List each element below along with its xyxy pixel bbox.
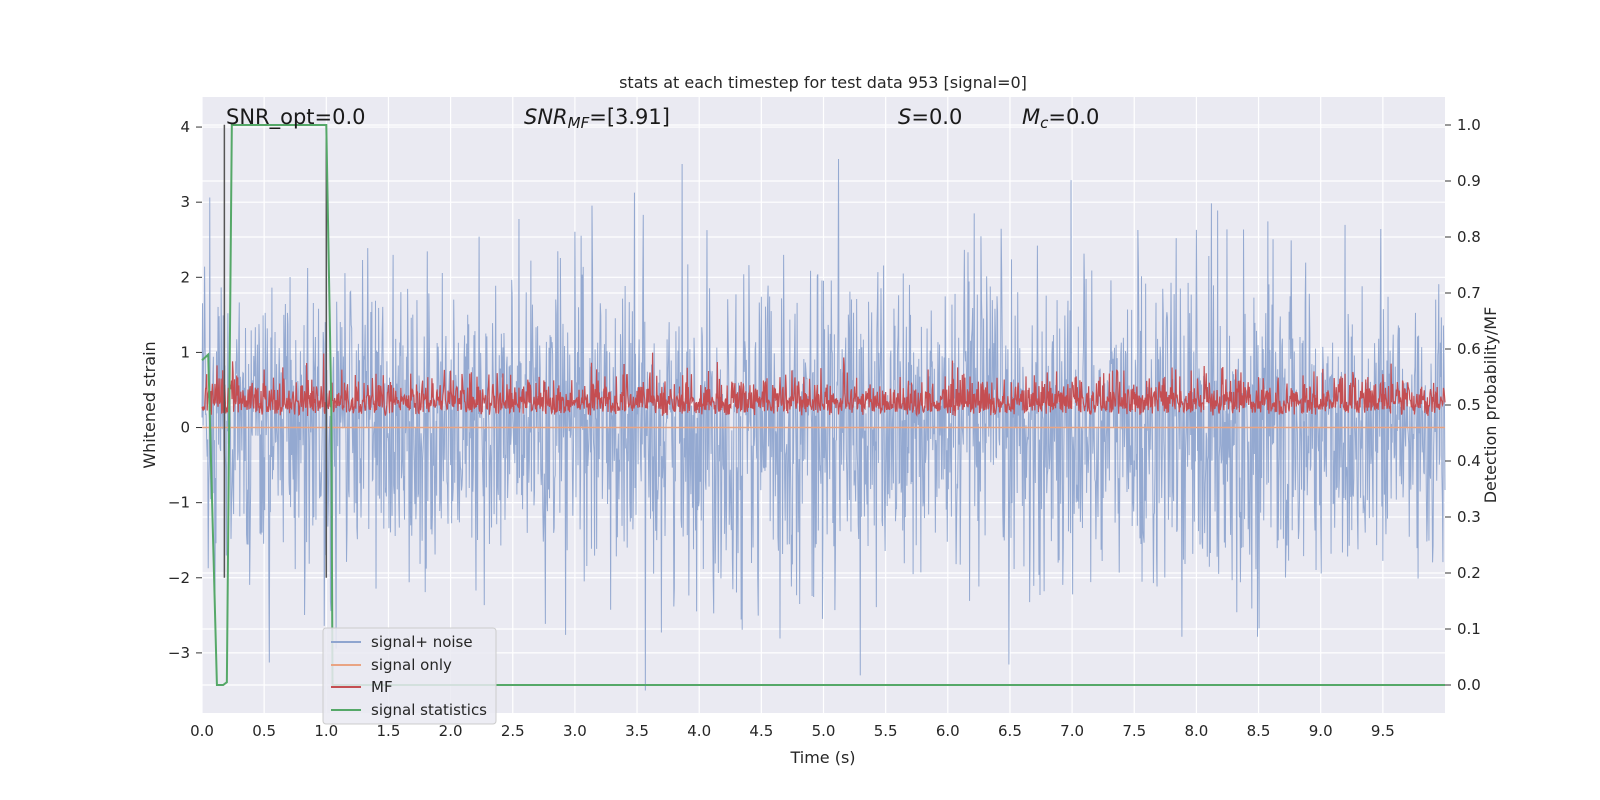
y-left-axis-label: Whitened strain	[140, 341, 159, 468]
legend: signal+ noise signal only MF signal stat…	[322, 627, 497, 725]
x-tick-label: 7.0	[1060, 722, 1084, 740]
y-left-tick-label: −2	[168, 569, 190, 587]
snr-mf-annotation: SNRMF=[3.91]	[524, 105, 670, 132]
x-tick-label: 0.5	[252, 722, 276, 740]
y-left-tick-label: −3	[168, 644, 190, 662]
x-tick-label: 2.0	[439, 722, 463, 740]
y-left-tick-label: 1	[180, 343, 190, 361]
x-tick-label: 3.0	[563, 722, 587, 740]
x-axis-label: Time (s)	[789, 748, 855, 767]
x-tick-label: 2.5	[501, 722, 525, 740]
legend-label-mf: MF	[371, 678, 393, 696]
x-tick-label: 7.5	[1122, 722, 1146, 740]
y-left-tick-label: −1	[168, 494, 190, 512]
x-tick-label: 8.5	[1247, 722, 1271, 740]
y-right-axis-ticks: 1.0 0.9 0.8 0.7 0.6 0.5 0.4 0.3 0.2 0.1 0.0	[1445, 116, 1481, 694]
mc-annotation: Mc=0.0	[1022, 105, 1099, 132]
y-left-axis-ticks: 4 3 2 1 0 −1 −2 −3	[168, 118, 202, 662]
snr-mf-main: SNR	[524, 105, 568, 129]
y-right-tick-label: 0.9	[1457, 172, 1481, 190]
x-tick-label: 1.5	[377, 722, 401, 740]
s-main: S	[898, 105, 911, 129]
x-tick-label: 5.5	[874, 722, 898, 740]
x-tick-label: 3.5	[625, 722, 649, 740]
chart-title: stats at each timestep for test data 953…	[619, 73, 1027, 92]
x-tick-label: 6.5	[998, 722, 1022, 740]
snr-mf-sub: MF	[568, 114, 590, 132]
mc-value: =0.0	[1048, 105, 1099, 129]
x-axis-ticks: 0.0 0.5 1.0 1.5 2.0 2.5 3.0 3.5 4.0 4.5 5.0 5.5 6.0 6…	[190, 722, 1395, 740]
s-annotation: S=0.0	[898, 105, 962, 129]
y-right-tick-label: 1.0	[1457, 116, 1481, 134]
y-left-tick-label: 0	[180, 419, 190, 437]
x-tick-label: 8.0	[1184, 722, 1208, 740]
plot-area	[201, 124, 1446, 691]
y-right-tick-label: 0.0	[1457, 676, 1481, 694]
y-right-tick-label: 0.1	[1457, 620, 1481, 638]
snr-mf-value: =[3.91]	[589, 105, 670, 129]
y-left-tick-label: 3	[180, 193, 190, 211]
s-value: =0.0	[911, 105, 962, 129]
x-tick-label: 5.0	[812, 722, 836, 740]
y-right-tick-label: 0.6	[1457, 340, 1481, 358]
y-right-axis-label: Detection probability/MF	[1481, 307, 1500, 504]
y-left-tick-label: 2	[180, 268, 190, 286]
snr-opt-annotation: SNR_opt=0.0	[226, 105, 366, 130]
y-right-tick-label: 0.3	[1457, 508, 1481, 526]
legend-box	[322, 627, 497, 725]
y-right-tick-label: 0.8	[1457, 228, 1481, 246]
x-tick-label: 6.0	[936, 722, 960, 740]
y-right-tick-label: 0.2	[1457, 564, 1481, 582]
x-tick-label: 4.5	[749, 722, 773, 740]
y-right-tick-label: 0.4	[1457, 452, 1481, 470]
series-signal-noise-line	[201, 158, 1446, 691]
legend-label-signal-noise: signal+ noise	[371, 633, 473, 651]
series-mf-line	[201, 352, 1446, 418]
y-left-tick-label: 4	[180, 118, 190, 136]
y-right-tick-label: 0.5	[1457, 396, 1481, 414]
y-right-tick-label: 0.7	[1457, 284, 1481, 302]
x-tick-label: 9.5	[1371, 722, 1395, 740]
x-tick-label: 1.0	[314, 722, 338, 740]
legend-label-signal-only: signal only	[371, 656, 452, 674]
x-tick-label: 9.0	[1309, 722, 1333, 740]
legend-label-signal-statistics: signal statistics	[371, 701, 487, 719]
series-signal-statistics-line	[201, 124, 1445, 686]
mc-sub: c	[1040, 114, 1049, 132]
x-tick-label: 4.0	[687, 722, 711, 740]
x-tick-label: 0.0	[190, 722, 214, 740]
mc-main: M	[1022, 105, 1040, 129]
